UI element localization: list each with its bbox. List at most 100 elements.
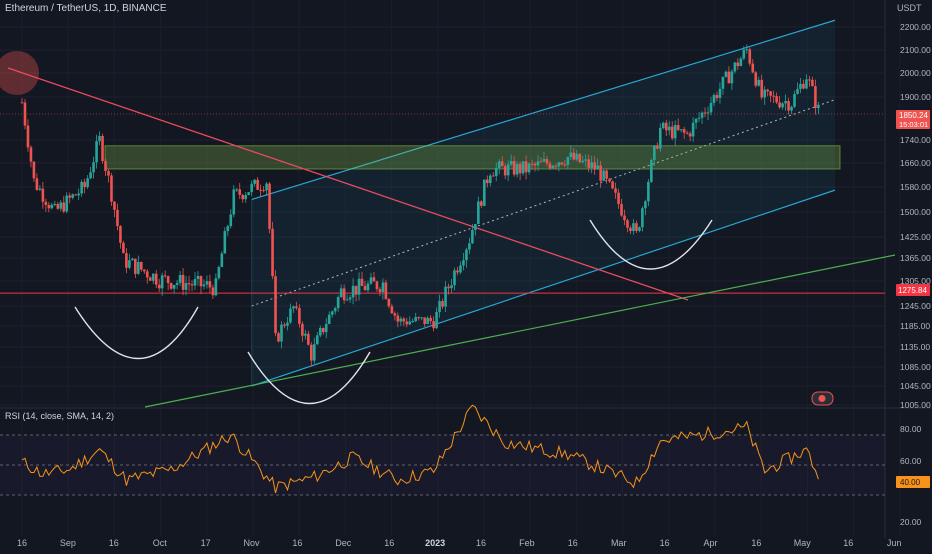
time-tick-label: 2023	[425, 538, 445, 548]
candle-body	[238, 189, 242, 195]
candle-body	[122, 242, 125, 254]
candle-body	[775, 96, 778, 103]
time-tick-label: Dec	[335, 538, 352, 548]
candle-body	[289, 308, 292, 323]
candle-body	[793, 94, 796, 107]
candle-body	[92, 162, 95, 173]
candle-body	[271, 228, 274, 277]
candle-body	[47, 205, 51, 209]
candle-body	[208, 281, 212, 288]
candle-body	[527, 163, 531, 173]
candle-body	[301, 323, 304, 336]
candle-body	[477, 201, 480, 225]
candle-body	[214, 278, 218, 296]
chart-title: Ethereum / TetherUS, 1D, BINANCE	[5, 3, 167, 14]
candle-body	[593, 162, 596, 170]
candle-body	[670, 126, 674, 139]
candle-body	[682, 129, 686, 133]
candle-body	[110, 175, 113, 202]
candle-body	[554, 165, 558, 167]
candle-body	[718, 88, 722, 99]
candle-body	[101, 135, 104, 162]
candle-body	[104, 161, 107, 171]
candle-body	[310, 344, 313, 361]
time-tick-label: Oct	[153, 538, 168, 548]
candle-body	[74, 194, 77, 196]
rsi-title: RSI (14, close, SMA, 14, 2)	[5, 411, 115, 421]
candle-body	[515, 163, 519, 175]
candle-body	[766, 89, 769, 92]
candle-body	[128, 260, 131, 268]
candle-body	[563, 164, 567, 166]
channel-fill	[251, 20, 835, 386]
candle-body	[596, 165, 599, 170]
candle-body	[315, 335, 319, 345]
candle-body	[217, 266, 221, 279]
candle-body	[727, 71, 731, 84]
candle-body	[298, 308, 301, 324]
candle-body	[450, 285, 453, 289]
candle-body	[131, 258, 134, 261]
candle-body	[578, 153, 582, 163]
candle-body	[375, 281, 379, 290]
candle-body	[802, 83, 805, 89]
candle-body	[199, 275, 203, 287]
candle-body	[235, 189, 239, 191]
candle-body	[148, 277, 152, 281]
candle-body	[65, 195, 69, 212]
replay-icon	[818, 395, 826, 402]
candle-body	[113, 201, 116, 210]
channel-mid-line	[251, 99, 836, 307]
time-tick-label: Jun	[887, 538, 902, 548]
candle-body	[125, 253, 128, 268]
time-tick-label: 16	[568, 538, 578, 548]
candle-body	[175, 282, 179, 285]
candle-body	[811, 79, 814, 87]
candle-body	[632, 223, 635, 232]
candle-body	[321, 327, 325, 333]
candle-body	[357, 278, 361, 295]
candle-body	[626, 220, 629, 228]
candle-body	[417, 317, 420, 319]
candle-body	[223, 231, 227, 254]
price-tick-label: 1185.00	[900, 321, 930, 331]
rsi-band	[0, 435, 885, 495]
candle-body	[805, 79, 808, 89]
candle-body	[408, 321, 412, 325]
candle-body	[465, 249, 468, 261]
candle-body	[77, 193, 80, 196]
candle-body	[742, 49, 746, 59]
candle-body	[354, 285, 358, 295]
candle-body	[333, 308, 337, 312]
top-highlight-circle	[0, 51, 39, 95]
candle-body	[202, 284, 206, 287]
cup-arc-2	[247, 351, 371, 404]
candle-body	[536, 161, 540, 166]
candle-body	[41, 188, 45, 202]
candle-body	[44, 201, 48, 206]
candle-body	[799, 83, 802, 89]
candle-body	[706, 112, 710, 114]
candle-body	[539, 161, 543, 163]
rsi-tick-label: 60.00	[900, 456, 922, 466]
candle-body	[137, 261, 140, 274]
candle-body	[318, 327, 322, 336]
candle-body	[348, 297, 352, 300]
candle-body	[754, 72, 758, 86]
candle-body	[757, 79, 761, 86]
candle-body	[736, 62, 740, 67]
price-tick-label: 1135.00	[900, 342, 930, 352]
candle-body	[518, 163, 522, 174]
candle-body	[739, 58, 743, 67]
candle-body	[32, 161, 36, 179]
price-unit-label: USDT	[897, 3, 922, 13]
descending-trendline	[7, 67, 689, 301]
time-tick-label: 16	[17, 538, 27, 548]
candle-body	[327, 314, 331, 324]
candle-body	[641, 208, 644, 228]
candle-body	[494, 167, 498, 177]
candle-body	[691, 122, 695, 137]
candle-body	[575, 153, 579, 160]
